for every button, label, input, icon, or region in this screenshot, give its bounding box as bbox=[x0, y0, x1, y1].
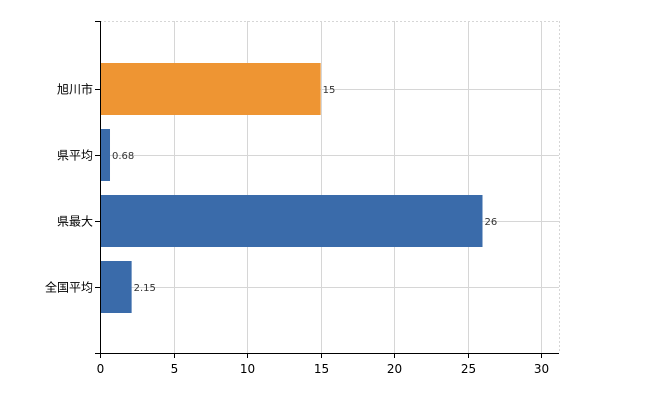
data-label-4: 2.15 bbox=[134, 283, 156, 294]
x-tick-label: 25 bbox=[461, 362, 476, 376]
x-tick-label: 15 bbox=[314, 362, 329, 376]
bar-1 bbox=[100, 63, 321, 115]
y-tick-label: 全国平均 bbox=[45, 280, 93, 295]
y-tick-label: 県最大 bbox=[57, 215, 93, 229]
data-label-1: 15 bbox=[323, 85, 336, 96]
x-tick-label: 5 bbox=[171, 362, 179, 376]
x-tick-label: 0 bbox=[97, 362, 105, 376]
bar-4 bbox=[100, 261, 132, 313]
x-tick-label: 10 bbox=[240, 362, 255, 376]
data-label-2: 0.68 bbox=[112, 151, 134, 162]
bars: 15 0.68 26 2.15 bbox=[100, 63, 497, 313]
x-tick-label: 30 bbox=[534, 362, 549, 376]
x-tick-label: 20 bbox=[387, 362, 402, 376]
bar-3 bbox=[100, 195, 483, 247]
y-tick-label: 旭川市 bbox=[57, 82, 93, 97]
bar-2 bbox=[100, 129, 111, 181]
y-tick-label: 県平均 bbox=[57, 149, 93, 163]
data-label-3: 26 bbox=[485, 217, 498, 228]
